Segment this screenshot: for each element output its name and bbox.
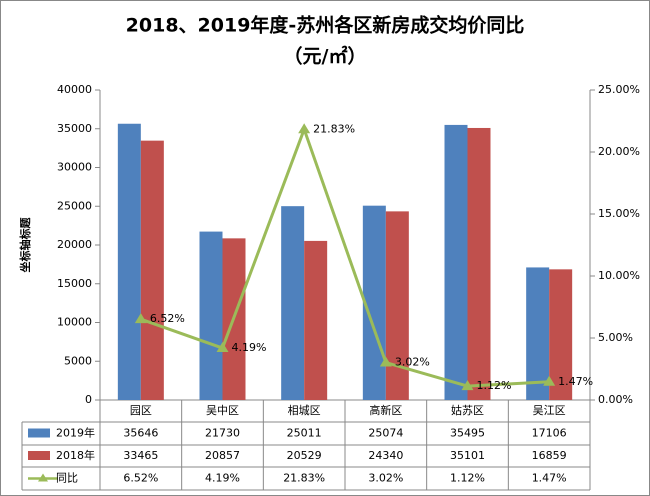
table-cell: 1.47% (532, 472, 567, 485)
table-cell: 20529 (287, 449, 322, 462)
table-cell: 25074 (368, 427, 403, 440)
y-tick-label: 35000 (57, 122, 92, 135)
y-tick-label: 25000 (57, 199, 92, 212)
table-cell: 24340 (368, 449, 403, 462)
marker (379, 356, 392, 367)
table-cell: 21.83% (283, 472, 325, 485)
y2-tick-label: 0.00% (598, 393, 633, 406)
legend-swatch (28, 451, 50, 460)
bar (281, 206, 305, 400)
x-tick-label: 相城区 (288, 404, 321, 417)
x-tick-label: 吴中区 (206, 404, 239, 417)
data-label: 21.83% (313, 122, 355, 135)
bar (304, 240, 328, 400)
y-tick-label: 20000 (57, 238, 92, 251)
table-cell: 1.12% (450, 472, 485, 485)
marker (298, 123, 311, 134)
x-tick-label: 吴江区 (533, 404, 566, 417)
legend-label: 2019年 (56, 426, 95, 440)
y2-tick-label: 10.00% (598, 269, 640, 282)
y-tick-label: 30000 (57, 161, 92, 174)
bar (385, 211, 409, 400)
table-cell: 4.19% (205, 472, 240, 485)
y2-tick-label: 20.00% (598, 145, 640, 158)
data-label: 4.19% (232, 341, 267, 354)
bar (140, 140, 164, 401)
table-cell: 35646 (123, 427, 158, 440)
bar (199, 231, 223, 400)
line (140, 124, 550, 388)
legend-label: 同比 (56, 472, 78, 485)
chart-title: 2018、2019年度-苏州各区新房成交均价同比 (126, 14, 525, 37)
table-cell: 6.52% (123, 472, 158, 485)
marker (543, 375, 556, 386)
legend-label: 2018年 (56, 448, 95, 462)
data-label: 1.47% (558, 375, 593, 388)
y2-tick-label: 25.00% (598, 83, 640, 96)
y-tick-label: 0 (85, 393, 92, 406)
table-cell: 16859 (532, 449, 567, 462)
table-cell: 17106 (532, 427, 567, 440)
bar (526, 267, 550, 400)
data-label: 6.52% (150, 312, 185, 325)
bar (362, 205, 386, 400)
y2-tick-label: 5.00% (598, 331, 633, 344)
y-tick-label: 10000 (57, 316, 92, 329)
table-cell: 35495 (450, 427, 485, 440)
marker (216, 342, 229, 353)
y-tick-label: 40000 (57, 83, 92, 96)
y-axis-title: 坐标轴标题 (18, 217, 32, 273)
table-cell: 21730 (205, 427, 240, 440)
data-label: 1.12% (477, 379, 512, 392)
table-cell: 3.02% (368, 472, 403, 485)
bar (549, 269, 573, 400)
table-cell: 25011 (287, 427, 322, 440)
table-cell: 20857 (205, 449, 240, 462)
x-tick-label: 姑苏区 (451, 404, 484, 417)
table-cell: 35101 (450, 449, 485, 462)
y-tick-label: 5000 (64, 354, 92, 367)
x-tick-label: 园区 (130, 404, 152, 417)
chart-subtitle: （元/㎡） (284, 45, 367, 68)
bar (444, 124, 468, 400)
marker (461, 380, 474, 391)
y-tick-label: 15000 (57, 277, 92, 290)
legend-swatch (28, 428, 50, 438)
data-label: 3.02% (395, 356, 430, 369)
marker (134, 313, 147, 324)
bar (467, 127, 491, 400)
x-tick-label: 高新区 (369, 403, 402, 417)
bar (117, 123, 141, 400)
y2-tick-label: 15.00% (598, 207, 640, 220)
table-cell: 33465 (123, 449, 158, 462)
legend-swatch (38, 473, 48, 482)
